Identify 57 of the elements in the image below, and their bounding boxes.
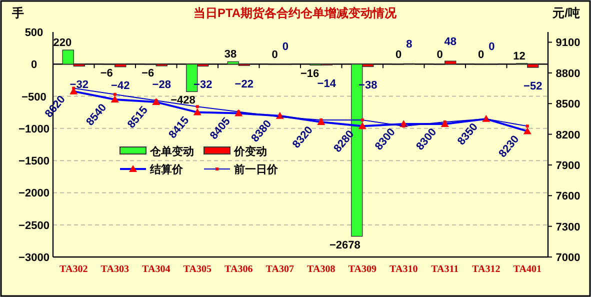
data-label: −32 bbox=[70, 79, 88, 92]
chart-title: 当日PTA期货各合约仓单增减变动情况 bbox=[193, 6, 398, 20]
x-tick-label: TA310 bbox=[390, 264, 418, 275]
y-tick-label: −1500 bbox=[18, 156, 50, 168]
data-label: 220 bbox=[53, 37, 72, 49]
data-label: −52 bbox=[524, 80, 542, 92]
x-tick-label: TA303 bbox=[100, 264, 129, 275]
x-tick-label: TA304 bbox=[142, 264, 170, 275]
y2-tick-label: 7000 bbox=[556, 252, 580, 264]
x-tick-label: TA308 bbox=[307, 264, 336, 275]
y2-tick-label: 7600 bbox=[556, 190, 580, 203]
data-label: 0 bbox=[396, 49, 402, 62]
legend-label: 价变动 bbox=[233, 145, 267, 158]
data-label: 0 bbox=[478, 49, 484, 62]
legend-label: 结算价 bbox=[149, 163, 184, 176]
data-label: 0 bbox=[272, 49, 278, 62]
data-label: −6 bbox=[142, 68, 154, 80]
x-tick-label: TA401 bbox=[513, 264, 542, 275]
x-tick-label: TA309 bbox=[348, 264, 376, 275]
y2-tick-label: 8200 bbox=[556, 129, 580, 142]
y-tick-label: −2000 bbox=[18, 188, 50, 200]
x-tick-label: TA307 bbox=[266, 264, 294, 275]
y-tick-label: −2500 bbox=[18, 220, 50, 232]
x-tick-label: TA305 bbox=[183, 264, 212, 275]
x-tick-label: TA302 bbox=[60, 264, 88, 275]
y2-tick-label: 8500 bbox=[556, 98, 580, 111]
y-tick-label: −500 bbox=[22, 91, 46, 104]
data-label: −28 bbox=[152, 78, 171, 91]
data-label: −6 bbox=[100, 68, 113, 80]
y-tick-label: 500 bbox=[24, 27, 44, 39]
legend-label: 仓单变动 bbox=[149, 145, 194, 158]
data-label: 8 bbox=[406, 38, 412, 51]
y2-tick-label: 8800 bbox=[556, 68, 580, 80]
data-label: −42 bbox=[111, 80, 130, 92]
data-label: 12 bbox=[513, 50, 526, 62]
data-label: −2678 bbox=[329, 239, 360, 252]
data-label: 0 bbox=[282, 41, 288, 54]
legend-label: 前一日价 bbox=[233, 163, 279, 176]
data-label: 38 bbox=[224, 48, 237, 61]
x-tick-label: TA306 bbox=[224, 264, 253, 275]
y-tick-label: −1000 bbox=[18, 123, 50, 136]
data-label: 0 bbox=[436, 49, 443, 62]
y2-tick-label: 7300 bbox=[556, 221, 580, 234]
data-label: 48 bbox=[444, 36, 456, 48]
y-tick-label: 0 bbox=[30, 59, 38, 72]
y2-tick-label: 9100 bbox=[556, 37, 580, 50]
data-label: 0 bbox=[488, 41, 495, 54]
data-label: −428 bbox=[170, 94, 196, 107]
x-tick-label: TA312 bbox=[472, 264, 500, 275]
data-label: −14 bbox=[317, 78, 337, 90]
y-tick-label: −3000 bbox=[18, 252, 50, 264]
y-axis-title: 手 bbox=[11, 6, 24, 20]
data-label: −22 bbox=[234, 78, 254, 91]
y2-axis-title: 元/吨 bbox=[552, 6, 580, 20]
y2-tick-label: 7900 bbox=[556, 160, 580, 172]
x-tick-label: TA311 bbox=[431, 264, 459, 275]
data-label: −16 bbox=[300, 68, 320, 80]
